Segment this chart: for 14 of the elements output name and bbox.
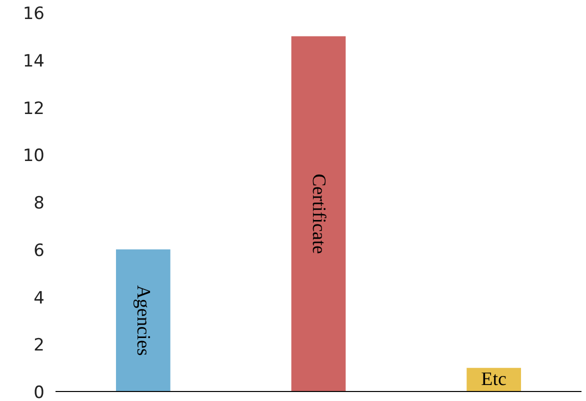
y-tick-label: 14	[22, 51, 45, 72]
y-tick-label: 2	[34, 336, 45, 356]
y-tick-label: 4	[34, 288, 45, 308]
y-tick-label: 0	[34, 383, 45, 401]
x-tick-label: Certificate	[308, 174, 329, 254]
bar	[116, 249, 170, 392]
y-tick-label: 10	[22, 146, 45, 166]
y-tick-label: 16	[22, 4, 45, 24]
y-tick-label: 8	[34, 194, 45, 214]
x-tick-label: Etc	[481, 369, 507, 390]
y-tick-label: 12	[22, 98, 45, 119]
bar	[291, 36, 346, 392]
x-tick-label: Agencies	[132, 285, 154, 356]
y-tick-label: 6	[34, 240, 45, 261]
